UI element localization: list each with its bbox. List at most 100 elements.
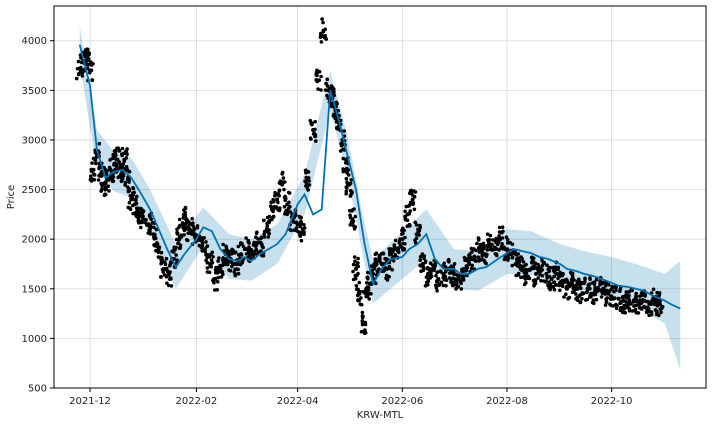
observed-point [175,227,179,232]
observed-point [157,245,162,249]
observed-point [239,242,243,247]
observed-point [271,209,275,214]
observed-point [464,257,469,261]
observed-point [218,263,222,268]
observed-point [277,194,282,198]
observed-point [432,267,437,271]
observed-point [356,261,360,265]
observed-point [299,238,304,243]
observed-point [647,300,652,305]
observed-point [124,156,129,160]
observed-point [190,230,195,234]
observed-point [192,227,197,231]
observed-point [451,265,456,269]
observed-point [504,235,509,239]
observed-point [562,295,566,299]
x-tick-label: 2022-02 [176,396,218,407]
observed-point [258,240,263,245]
observed-point [174,245,178,250]
observed-point [217,256,221,260]
observed-point [614,302,618,307]
observed-point [280,170,285,175]
observed-point [493,245,497,250]
observed-point [657,313,661,318]
observed-point [397,240,402,244]
observed-point [266,235,271,239]
observed-point [569,277,574,282]
y-tick-label: 3000 [22,135,47,146]
observed-point [537,264,541,269]
observed-point [335,101,339,106]
observed-point [510,263,514,268]
observed-point [644,299,649,304]
observed-point [537,270,542,275]
observed-point [268,218,272,223]
observed-point [393,238,398,243]
observed-point [111,179,116,183]
observed-point [216,269,220,274]
observed-point [242,247,247,251]
observed-point [594,277,599,282]
observed-point [273,194,277,198]
observed-point [215,288,219,292]
observed-point [152,235,156,239]
observed-point [344,189,349,194]
observed-point [497,230,502,234]
observed-point [614,285,618,290]
observed-point [267,228,271,232]
observed-point [225,262,230,267]
observed-point [78,68,83,73]
observed-point [215,280,220,284]
observed-point [467,259,471,263]
observed-point [560,284,565,289]
observed-point [345,180,349,185]
observed-point [521,260,526,264]
observed-point [97,141,102,146]
observed-point [175,258,179,262]
observed-point [151,221,155,225]
observed-point [476,255,481,259]
observed-point [135,206,139,211]
observed-point [561,280,566,285]
observed-point [216,275,220,280]
observed-point [485,232,490,236]
observed-point [456,284,461,289]
observed-point [216,267,220,271]
observed-point [599,288,603,293]
observed-point [449,280,453,284]
observed-point [307,183,312,187]
observed-point [80,74,85,78]
observed-point [351,224,356,228]
observed-point [184,220,189,225]
observed-point [265,221,269,226]
observed-point [351,262,356,267]
observed-point [281,176,286,180]
observed-point [338,149,343,153]
observed-point [82,69,86,73]
observed-point [332,87,336,91]
observed-point [210,260,215,265]
observed-point [599,295,604,299]
observed-point [236,267,240,272]
observed-point [470,263,475,268]
observed-point [634,303,639,308]
observed-point [345,186,349,190]
observed-point [636,311,641,315]
observed-point [324,37,329,41]
observed-point [207,255,211,259]
y-axis-label: Price [6,185,17,209]
observed-point [593,292,598,297]
observed-point [308,118,313,123]
observed-point [152,225,156,230]
observed-point [191,221,195,225]
observed-point [519,255,523,259]
observed-point [127,186,131,191]
observed-point [387,264,392,269]
observed-point [122,159,126,163]
observed-point [168,270,172,274]
observed-point [621,294,625,299]
observed-point [480,249,484,253]
observed-point [262,218,266,223]
observed-point [319,88,323,92]
observed-point [114,163,119,167]
